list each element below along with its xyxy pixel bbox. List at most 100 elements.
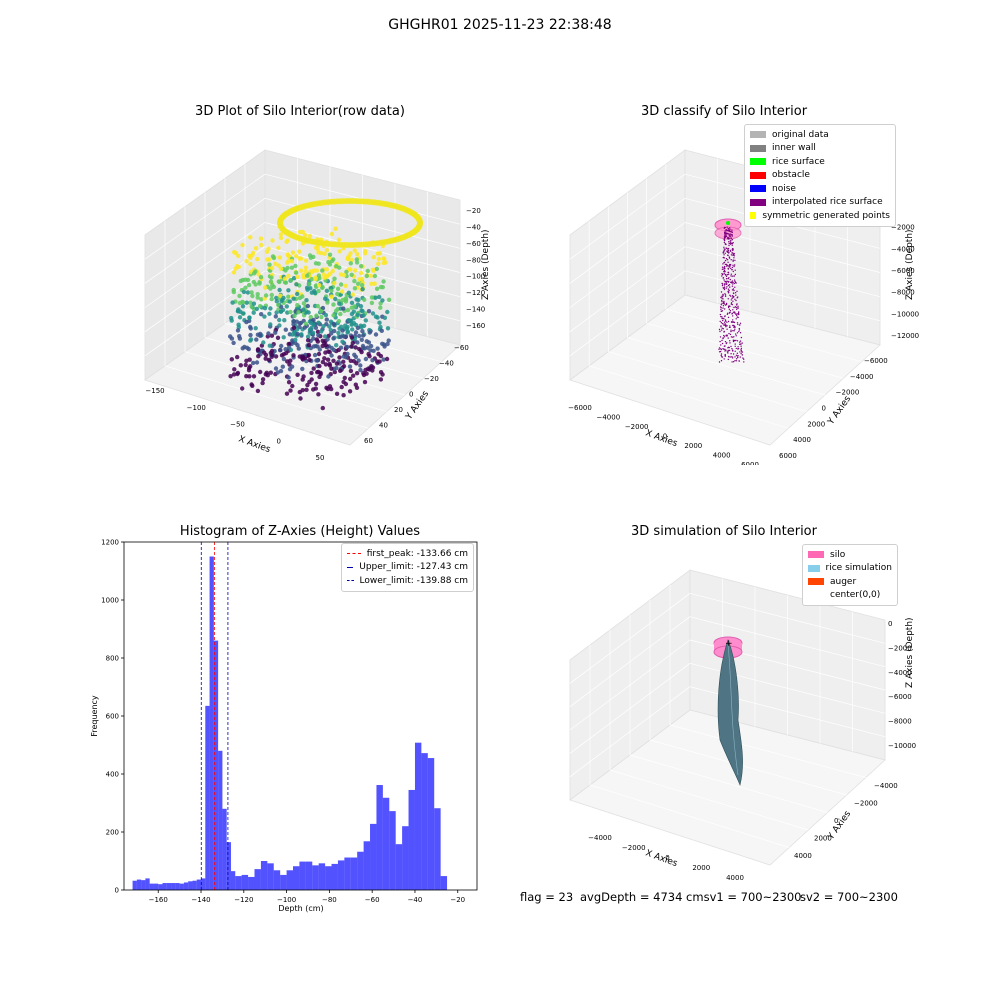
panel2-interpolated-point xyxy=(725,349,727,351)
panel1-point xyxy=(360,343,366,349)
panel4-rice-highlight xyxy=(727,644,739,776)
panel1-point xyxy=(377,320,382,325)
z-tick-label: −80 xyxy=(466,256,481,264)
panel1-point xyxy=(246,282,252,288)
panel2-interpolated-point xyxy=(725,334,727,337)
panel1-point xyxy=(230,300,235,305)
panel1-point xyxy=(300,354,306,359)
panel2-interpolated-point xyxy=(730,254,733,256)
panel1-point xyxy=(311,322,316,327)
panel1-point xyxy=(369,281,374,286)
legend-item: interpolated rice surface xyxy=(750,196,890,210)
histogram-bar xyxy=(171,883,176,890)
panel2-interpolated-point xyxy=(728,326,731,329)
panel1-point xyxy=(293,263,298,269)
legend-item: auger xyxy=(808,575,892,589)
panel2-interpolated-point xyxy=(742,357,744,359)
panel2-interpolated-point xyxy=(735,318,737,320)
panel1-point xyxy=(244,259,249,264)
panel1-ylabel: Y Axies xyxy=(404,389,432,422)
panel1-point xyxy=(238,363,243,368)
panel2-interpolated-point xyxy=(739,351,741,353)
panel1-point xyxy=(319,329,324,334)
panel1-point xyxy=(300,366,305,372)
panel2-interpolated-point xyxy=(726,259,729,261)
panel2-interpolated-point xyxy=(731,229,733,231)
panel2-interpolated-point xyxy=(721,266,724,268)
panel1-point xyxy=(248,269,254,275)
panel2-interpolated-point xyxy=(726,274,729,276)
legend-swatch xyxy=(750,131,766,139)
panel2-interpolated-point xyxy=(720,353,723,355)
panel1-point xyxy=(269,265,275,271)
z-tick-label: −160 xyxy=(466,322,485,330)
panel1-point xyxy=(346,290,351,295)
histogram-bar xyxy=(363,841,371,890)
panel1-point xyxy=(382,256,387,262)
panel2-interpolated-point xyxy=(723,286,726,288)
panel1-point xyxy=(334,365,339,371)
panel1-point xyxy=(284,304,289,309)
panel2-interpolated-point xyxy=(734,292,737,294)
panel2-interpolated-point xyxy=(740,347,743,350)
x-tick-label: −100 xyxy=(187,404,206,412)
panel1-point xyxy=(267,343,272,348)
panel2-interpolated-point xyxy=(737,307,739,309)
z-tick-label: −2000 xyxy=(888,644,912,652)
panel2-interpolated-point xyxy=(733,282,736,285)
panel1-point xyxy=(354,371,360,376)
histogram-bar xyxy=(357,851,364,890)
panel1-point xyxy=(353,354,359,360)
panel1-point xyxy=(335,291,340,297)
panel1-point xyxy=(359,283,365,288)
panel1-point xyxy=(255,388,261,394)
y-tick-label: −2000 xyxy=(854,800,878,808)
panel1-point xyxy=(258,331,263,337)
panel2-interpolated-point xyxy=(731,252,734,254)
panel1-point xyxy=(251,310,256,315)
panel1-point xyxy=(348,261,353,266)
panel1-point xyxy=(250,252,255,258)
panel1-point xyxy=(295,303,300,308)
panel2-interpolated-point xyxy=(732,281,734,284)
panel2-interpolated-point xyxy=(740,349,742,351)
histogram-bar xyxy=(209,556,214,890)
panel2-interpolated-point xyxy=(729,325,731,327)
panel1-point xyxy=(346,254,352,259)
panel1-point xyxy=(331,313,336,318)
panel1-point xyxy=(309,325,314,331)
panel1-point xyxy=(328,328,333,333)
panel2-interpolated-point xyxy=(734,280,736,283)
panel2-interpolated-point xyxy=(723,241,726,244)
panel1-point xyxy=(240,299,245,305)
panel1-point xyxy=(305,382,310,388)
panel2-interpolated-point xyxy=(730,240,732,242)
panel2-interpolated-point xyxy=(721,275,723,277)
panel2-interpolated-point xyxy=(725,287,727,289)
panel1-point xyxy=(319,250,324,256)
panel2-interpolated-point xyxy=(732,295,734,297)
y-tick-label: 400 xyxy=(106,771,119,779)
panel1-point xyxy=(243,277,248,282)
panel2-interpolated-point xyxy=(728,273,730,275)
panel2-interpolated-point xyxy=(724,345,726,347)
panel1-point xyxy=(286,341,291,347)
histogram-bar xyxy=(337,860,345,890)
panel2-interpolated-point xyxy=(726,351,728,353)
panel1-point xyxy=(278,235,284,241)
panel2-interpolated-point xyxy=(732,339,735,342)
panel2-interpolated-point xyxy=(735,299,737,302)
panel1-point xyxy=(296,346,301,351)
panel1-point xyxy=(303,321,308,326)
panel2-interpolated-point xyxy=(728,305,730,307)
panel1-point xyxy=(338,334,343,340)
panel1-point xyxy=(262,314,267,319)
panel1-point xyxy=(331,336,336,341)
y-tick-label: 6000 xyxy=(779,452,797,460)
panel2-interpolated-point xyxy=(718,347,721,349)
panel2-interpolated-point xyxy=(730,295,732,297)
panel1-point xyxy=(250,293,255,299)
panel2-interpolated-point xyxy=(730,267,732,270)
panel2-interpolated-point xyxy=(722,302,725,305)
panel1-point xyxy=(263,293,269,298)
